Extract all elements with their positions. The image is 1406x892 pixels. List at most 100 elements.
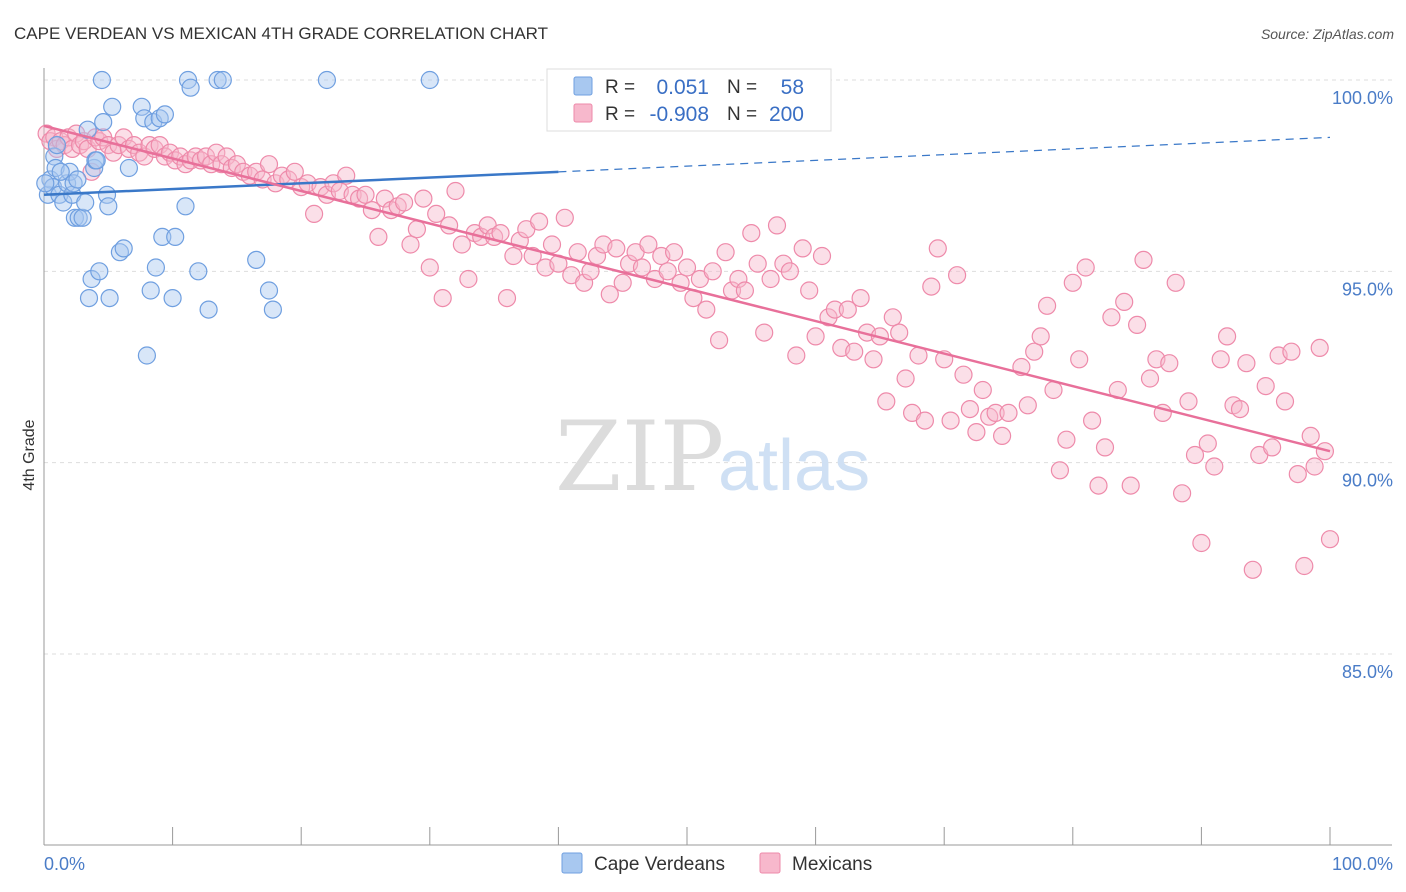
mexicans-point-192 <box>1205 457 1224 476</box>
mexicans-point-97 <box>587 246 607 266</box>
cape-verdeans-point-22 <box>87 151 106 170</box>
mexicans-point-153 <box>947 266 967 285</box>
mexicans-point-208 <box>1305 457 1324 476</box>
mexicans-point-61 <box>356 185 375 204</box>
bottom-legend-label-cape-verdeans: Cape Verdeans <box>594 854 725 875</box>
mexicans-point-206 <box>1295 556 1314 576</box>
cape-verdeans-point-43 <box>166 227 185 246</box>
mexicans-point-131 <box>806 327 825 346</box>
y-tick-label-1: 95.0% <box>1342 279 1393 299</box>
mexicans-point-105 <box>639 235 658 254</box>
mexicans-point-152 <box>941 411 960 430</box>
mexicans-point-50 <box>285 162 304 181</box>
mexicans-point-71 <box>420 258 439 277</box>
legend-swatch-blue <box>573 76 593 96</box>
legend-frame <box>546 68 832 132</box>
mexicans-point-74 <box>440 216 459 235</box>
mexicans-point-170 <box>1063 273 1082 292</box>
mexicans-point-53 <box>305 204 324 223</box>
y-tick-label-0: 100.0% <box>1332 88 1393 108</box>
mexicans-point-111 <box>677 258 697 277</box>
y-tick-labels: 100.0% 95.0% 90.0% 85.0% <box>1332 88 1393 682</box>
mexicans-point-132 <box>812 246 832 266</box>
x-tick-label-left: 0.0% <box>44 854 85 874</box>
mexicans-point-95 <box>574 273 594 292</box>
bottom-legend-swatch-blue <box>561 852 583 874</box>
cape-verdeans-point-42 <box>163 289 182 308</box>
mexicans-point-172 <box>1076 258 1095 277</box>
legend-n-label-1: N = <box>727 77 757 98</box>
mexicans-point-100 <box>607 239 626 258</box>
y-tick-label-2: 90.0% <box>1342 471 1393 491</box>
mexicans-point-182 <box>1140 369 1160 388</box>
cape-verdeans-point-51 <box>247 250 266 269</box>
mexicans-point-92 <box>555 208 574 227</box>
cape-verdeans-point-25 <box>94 112 113 132</box>
mexicans-point-143 <box>883 308 902 327</box>
legend-n-value-1: 58 <box>781 76 804 99</box>
mexicans-point-201 <box>1262 438 1282 457</box>
mexicans-point-210 <box>1315 442 1335 461</box>
mexicans-point-194 <box>1217 327 1237 346</box>
mexicans-point-196 <box>1230 400 1250 419</box>
mexicans-point-161 <box>999 403 1018 422</box>
axes <box>43 68 1392 846</box>
cape-verdeans-point-18 <box>79 289 99 308</box>
mexicans-point-174 <box>1089 476 1108 495</box>
mexicans-point-72 <box>427 204 446 223</box>
mexicans-point-128 <box>787 346 806 365</box>
cape-verdeans-point-8 <box>57 174 77 193</box>
mexicans-point-198 <box>1243 560 1262 579</box>
mexicans-point-127 <box>780 262 800 281</box>
mexicans-point-108 <box>658 262 677 281</box>
cape-verdeans-point-19 <box>82 269 101 289</box>
cape-verdeans-point-33 <box>132 97 151 116</box>
cape-verdeans-point-46 <box>181 78 200 97</box>
mexicans-point-90 <box>542 235 562 254</box>
cape-verdeans-regression-line <box>43 170 559 197</box>
mexicans-point-165 <box>1031 327 1050 346</box>
cape-verdeans-point-50 <box>213 70 232 90</box>
mexicans-point-173 <box>1082 411 1102 430</box>
mexicans-point-169 <box>1057 430 1076 449</box>
mexicans-point-117 <box>716 243 735 262</box>
mexicans-point-122 <box>748 254 767 273</box>
mexicans-point-164 <box>1025 342 1044 361</box>
cape-verdeans-point-44 <box>176 197 195 216</box>
cape-verdeans-point-3 <box>45 147 64 166</box>
mexicans-point-190 <box>1192 533 1211 553</box>
mexicans-point-188 <box>1179 392 1198 411</box>
mexicans-point-156 <box>967 423 986 442</box>
mexicans-point-181 <box>1134 250 1153 269</box>
mexicans-point-26 <box>150 136 169 155</box>
mexicans-point-149 <box>922 277 941 296</box>
legend-r-value-1: 0.051 <box>656 76 709 99</box>
cape-verdeans-point-32 <box>119 158 138 178</box>
mexicans-point-148 <box>915 411 935 430</box>
mexicans-point-76 <box>452 235 471 254</box>
legend-r-label-2: R = <box>605 104 635 125</box>
mexicans-point-157 <box>973 380 992 400</box>
mexicans-point-140 <box>864 350 883 369</box>
mexicans-point-154 <box>954 365 973 384</box>
mexicans-point-68 <box>401 235 420 254</box>
x-tick-label-right: 100.0% <box>1332 854 1393 874</box>
mexicans-point-197 <box>1237 354 1256 373</box>
mexicans-point-77 <box>459 269 478 289</box>
mexicans-point-37 <box>207 143 226 162</box>
cape-verdeans-point-54 <box>317 70 336 90</box>
mexicans-point-166 <box>1037 296 1057 315</box>
mexicans-point-168 <box>1050 461 1070 480</box>
cape-verdeans-point-38 <box>146 258 165 277</box>
mexicans-point-138 <box>851 289 870 308</box>
cape-verdeans-point-13 <box>68 170 87 189</box>
cape-verdeans-point-34 <box>135 109 154 128</box>
mexicans-point-129 <box>793 239 812 258</box>
mexicans-point-144 <box>890 323 909 342</box>
legend-n-label-2: N = <box>727 104 757 125</box>
cape-verdeans-point-55 <box>420 70 439 90</box>
mexicans-point-150 <box>928 239 947 258</box>
mexicans-point-179 <box>1121 476 1140 495</box>
mexicans-point-171 <box>1070 350 1089 369</box>
cape-verdeans-point-47 <box>189 262 208 281</box>
